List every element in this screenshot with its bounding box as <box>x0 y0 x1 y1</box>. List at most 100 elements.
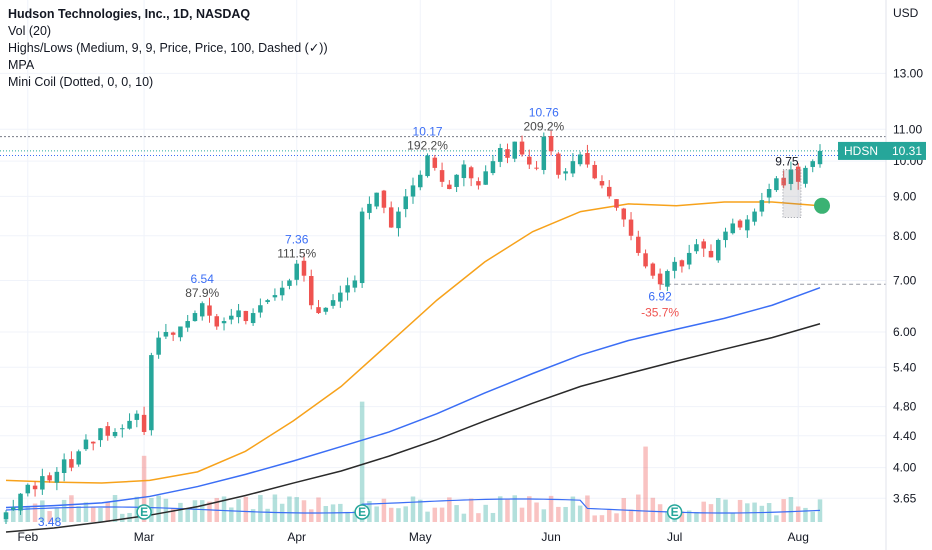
volume-bar <box>374 506 379 522</box>
volume-bar <box>236 499 241 522</box>
candle-body <box>236 310 241 318</box>
candle-body <box>636 236 641 253</box>
coil-label: 9.75 <box>775 155 799 169</box>
legend-mini-coil[interactable]: Mini Coil (Dotted, 0, 0, 10) <box>8 75 154 89</box>
candlesticks <box>3 130 823 524</box>
candle-body <box>766 189 772 198</box>
high-pct: 87.9% <box>185 286 219 300</box>
volume-bar <box>679 511 685 522</box>
price-tag-box <box>838 141 926 160</box>
volume-bar <box>345 511 350 522</box>
volume-bar <box>534 502 539 522</box>
horizontal-levels <box>0 136 886 285</box>
candle-body <box>548 136 554 152</box>
candle-body <box>519 141 525 155</box>
candle-body <box>330 300 336 306</box>
candle-body <box>527 156 532 165</box>
candle-body <box>76 451 81 465</box>
x-tick-May: May <box>409 530 432 544</box>
time-axis[interactable]: Feb Mar Apr May Jun Jul Aug <box>17 530 808 544</box>
volume-bar <box>396 508 401 522</box>
ma-line-1 <box>5 286 821 509</box>
candle-body <box>272 295 278 298</box>
candle-body <box>686 252 692 265</box>
volume-bar <box>185 508 190 522</box>
volume-bar <box>243 496 249 522</box>
legend-vol[interactable]: Vol (20) <box>8 24 52 38</box>
candle-body <box>817 150 823 165</box>
candle-body <box>141 414 147 432</box>
volume-bar <box>308 509 314 522</box>
candle-body <box>287 280 292 286</box>
volume-bar <box>83 502 89 522</box>
high-label: 10.17 <box>413 124 443 138</box>
candle-body <box>83 439 89 450</box>
candle-body <box>250 313 256 324</box>
volume-bar <box>795 506 801 522</box>
candle-body <box>628 219 634 236</box>
candle-body <box>621 208 627 220</box>
price-tag-symbol: HDSN <box>844 144 878 158</box>
candle-body <box>301 260 307 276</box>
volume-bar <box>61 499 67 522</box>
legend-highs-lows[interactable]: Highs/Lows (Medium, 9, 9, Price, Price, … <box>8 41 328 55</box>
volume-bar <box>388 507 394 522</box>
earnings-letter: E <box>140 505 148 519</box>
candle-body <box>577 154 583 165</box>
candle-body <box>18 493 23 511</box>
volume-bar <box>527 496 532 522</box>
candle-body <box>468 167 474 179</box>
candle-body <box>374 192 379 207</box>
candle-body <box>11 507 16 510</box>
candle-body <box>61 459 67 473</box>
volume-bar <box>40 500 45 522</box>
candle-body <box>483 171 488 185</box>
candle-body <box>556 153 561 175</box>
volume-bar <box>541 509 547 522</box>
low-pct: -35.7% <box>641 305 679 319</box>
candle-body <box>199 303 205 317</box>
volume-bar <box>316 497 321 522</box>
candle-body <box>338 292 343 302</box>
volume-bar <box>192 500 198 522</box>
legend-mpa[interactable]: MPA <box>8 58 35 72</box>
volume-bar <box>614 513 619 522</box>
volume-bar <box>221 496 227 522</box>
volume-bar <box>69 495 74 522</box>
volume-bars <box>3 401 823 522</box>
candle-body <box>585 152 590 165</box>
candle-body <box>345 285 350 293</box>
high-pct: 111.5% <box>277 247 316 261</box>
price-axis[interactable]: 13.0011.0010.009.008.007.006.005.404.804… <box>885 0 923 550</box>
volume-bar <box>781 499 786 522</box>
volume-bar <box>563 506 568 522</box>
volume-bar <box>759 505 765 522</box>
symbol-title[interactable]: Hudson Technologies, Inc., 1D, NASDAQ <box>8 7 251 21</box>
volume-bar <box>439 507 445 522</box>
candle-body <box>657 273 663 285</box>
volume-bar <box>265 508 270 522</box>
coil-box <box>782 169 802 218</box>
volume-bar <box>643 446 648 522</box>
volume-bar <box>606 509 612 522</box>
x-tick-Aug: Aug <box>788 530 809 544</box>
volume-bar <box>483 504 488 522</box>
indicator-legend: Hudson Technologies, Inc., 1D, NASDAQ Vo… <box>8 6 328 91</box>
low-label: 6.92 <box>648 289 672 303</box>
candle-body <box>476 181 481 186</box>
candle-body <box>410 185 416 197</box>
volume-bar <box>686 510 692 522</box>
volume-bar <box>548 495 554 522</box>
candle-body <box>47 475 52 481</box>
earnings-letter: E <box>358 505 366 519</box>
volume-bar <box>497 496 503 522</box>
volume-bar <box>25 505 31 522</box>
candle-body <box>214 316 220 327</box>
y-tick-6.00: 6.00 <box>893 325 917 339</box>
candle-body <box>497 148 503 162</box>
volume-bar <box>519 507 525 522</box>
candle-body <box>149 355 154 431</box>
candle-body <box>221 321 227 324</box>
